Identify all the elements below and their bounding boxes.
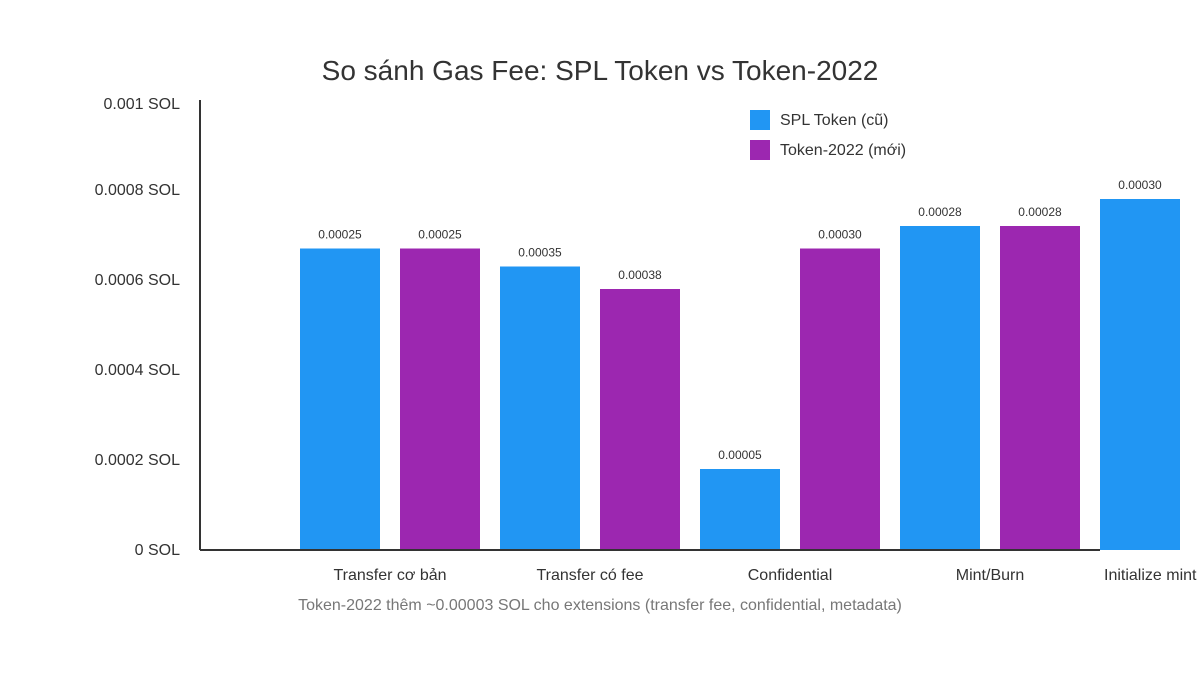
x-category-label: Mint/Burn bbox=[956, 567, 1024, 584]
bar-spl-token-1 bbox=[500, 266, 580, 550]
legend-label: SPL Token (cũ) bbox=[780, 112, 889, 129]
bar-value-label: 0.00005 bbox=[718, 448, 762, 462]
legend-swatch-spl-token bbox=[750, 110, 770, 130]
y-tick-label: 0.001 SOL bbox=[104, 96, 181, 113]
y-tick-label: 0.0008 SOL bbox=[95, 182, 181, 199]
bar-token-2022-0 bbox=[400, 248, 480, 550]
bar-value-label: 0.00030 bbox=[818, 228, 862, 242]
x-category-label: Confidential bbox=[748, 567, 833, 584]
y-tick-label: 0.0002 SOL bbox=[95, 452, 181, 469]
bar-value-label: 0.00030 bbox=[1118, 178, 1162, 192]
x-category-label: Transfer cơ bản bbox=[333, 567, 446, 584]
bar-token-2022-2 bbox=[800, 248, 880, 550]
bar-token-2022-3 bbox=[1000, 226, 1080, 550]
bar-value-label: 0.00025 bbox=[318, 228, 362, 242]
legend-label: Token-2022 (mới) bbox=[780, 142, 906, 159]
x-axis-labels: Transfer cơ bản Transfer có fee Confidenti… bbox=[333, 567, 1197, 584]
y-axis-ticks: 0 SOL 0.0002 SOL 0.0004 SOL 0.0006 SOL 0.000… bbox=[95, 96, 181, 559]
chart-note: Token-2022 thêm ~0.00003 SOL cho extensi… bbox=[298, 597, 902, 614]
bar-spl-token-4 bbox=[1100, 199, 1180, 550]
bars bbox=[300, 199, 1180, 550]
bar-value-label: 0.00035 bbox=[518, 246, 562, 260]
data-labels: 0.00025 0.00025 0.00035 0.00038 0.00005 0.000… bbox=[318, 178, 1162, 462]
bar-spl-token-0 bbox=[300, 248, 380, 550]
bar-value-label: 0.00038 bbox=[618, 268, 662, 282]
bar-value-label: 0.00028 bbox=[1018, 205, 1062, 219]
bar-token-2022-1 bbox=[600, 289, 680, 550]
chart-title: So sánh Gas Fee: SPL Token vs Token-2022 bbox=[322, 55, 879, 86]
bar-spl-token-2 bbox=[700, 469, 780, 550]
y-tick-label: 0.0006 SOL bbox=[95, 272, 181, 289]
y-tick-label: 0 SOL bbox=[135, 542, 180, 559]
y-tick-label: 0.0004 SOL bbox=[95, 362, 181, 379]
x-category-label: Initialize mint bbox=[1104, 567, 1197, 584]
bar-value-label: 0.00025 bbox=[418, 228, 462, 242]
x-category-label: Transfer có fee bbox=[536, 567, 643, 584]
bar-spl-token-3 bbox=[900, 226, 980, 550]
bar-value-label: 0.00028 bbox=[918, 205, 962, 219]
legend: SPL Token (cũ) Token-2022 (mới) bbox=[750, 110, 906, 160]
legend-swatch-token-2022 bbox=[750, 140, 770, 160]
